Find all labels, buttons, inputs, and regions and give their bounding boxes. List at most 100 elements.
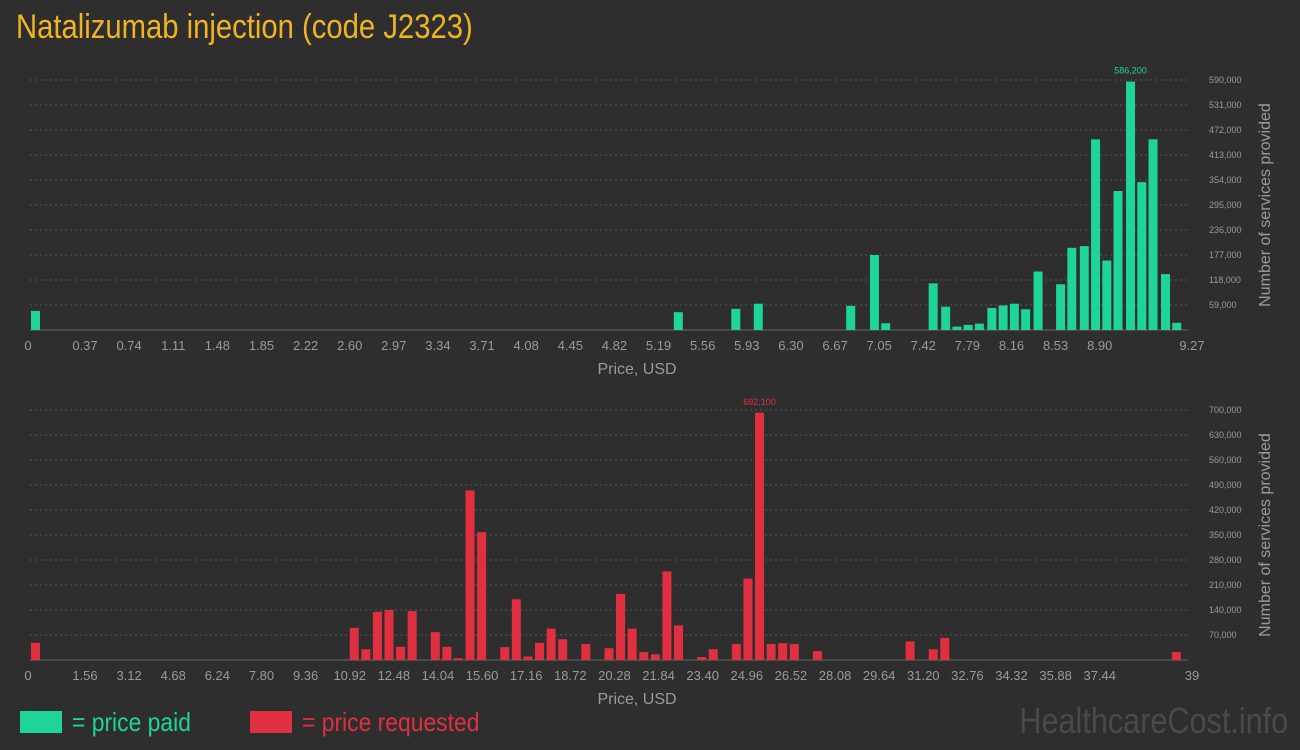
bar-paid — [941, 306, 951, 330]
bar-requested — [430, 632, 440, 660]
bar-requested — [453, 658, 463, 660]
bar-paid — [31, 310, 40, 330]
bar-paid — [846, 305, 856, 330]
bar-requested — [905, 641, 915, 660]
x-tick-label: 24.96 — [731, 668, 764, 683]
bar-paid — [963, 324, 973, 330]
x-tick-label: 10.92 — [333, 668, 366, 683]
bar-paid — [974, 323, 984, 330]
bar-paid — [1161, 274, 1171, 330]
page-title: Natalizumab injection (code J2323) — [16, 8, 473, 46]
x-tick-label: 6.67 — [822, 338, 847, 353]
bar-requested — [755, 412, 765, 660]
x-tick-label: 4.82 — [602, 338, 627, 353]
bar-requested — [31, 642, 40, 660]
y-tick-label: 70,000 — [1209, 630, 1237, 640]
y-tick-label: 236,000 — [1209, 225, 1242, 235]
bar-requested — [766, 643, 776, 660]
x-tick-label: 9.36 — [293, 668, 318, 683]
x-tick-label: 31.20 — [907, 668, 940, 683]
y-axis-label: Number of services provided — [1257, 103, 1274, 307]
x-tick-label: 18.72 — [554, 668, 587, 683]
x-tick-label: 7.05 — [867, 338, 892, 353]
bar-requested — [442, 646, 452, 660]
x-tick-label: 7.42 — [911, 338, 936, 353]
bar-paid — [1056, 284, 1066, 330]
y-tick-label: 140,000 — [1209, 605, 1242, 615]
x-tick-label: 4.08 — [514, 338, 539, 353]
peak-value-label: 692,100 — [743, 397, 776, 407]
x-tick-label: 3.71 — [469, 338, 494, 353]
x-tick-label: 17.16 — [510, 668, 543, 683]
bar-paid — [1033, 271, 1043, 330]
bar-requested — [708, 649, 718, 660]
x-axis-label: Price, USD — [597, 691, 676, 708]
bar-paid — [881, 323, 891, 330]
bar-requested — [639, 652, 649, 660]
x-tick-label: 6.30 — [778, 338, 803, 353]
bar-paid — [1102, 260, 1112, 330]
bar-paid — [1021, 309, 1031, 330]
bar-paid — [998, 305, 1008, 330]
x-tick-label: 37.44 — [1083, 668, 1116, 683]
x-tick-label: 35.88 — [1039, 668, 1072, 683]
bar-paid — [869, 255, 879, 330]
bar-requested — [396, 646, 406, 660]
bar-requested — [558, 639, 568, 660]
bar-paid — [1126, 81, 1136, 330]
y-tick-label: 420,000 — [1209, 505, 1242, 515]
bar-requested — [940, 637, 950, 660]
bar-requested — [384, 610, 394, 660]
x-tick-label: 2.97 — [381, 338, 406, 353]
bar-requested — [361, 649, 371, 660]
x-tick-label: 7.79 — [955, 338, 980, 353]
bar-requested — [465, 490, 475, 660]
bar-requested — [372, 611, 382, 660]
x-tick-label: 4.45 — [558, 338, 583, 353]
x-tick-label: 0 — [24, 668, 31, 683]
x-tick-label: 3.34 — [425, 338, 450, 353]
bar-paid — [731, 308, 741, 330]
bar-requested — [778, 643, 788, 660]
x-tick-label: 9.27 — [1179, 338, 1204, 353]
y-axis-label: Number of services provided — [1257, 433, 1274, 637]
x-tick-label: 23.40 — [686, 668, 719, 683]
y-tick-label: 295,000 — [1209, 200, 1242, 210]
bar-requested — [604, 648, 614, 660]
x-tick-label: 26.52 — [775, 668, 808, 683]
watermark: HealthcareCost.info — [1019, 700, 1288, 741]
bar-requested — [535, 642, 545, 660]
x-tick-label: 0.37 — [72, 338, 97, 353]
x-tick-label: 1.56 — [72, 668, 97, 683]
y-tick-label: 590,000 — [1209, 75, 1242, 85]
x-tick-label: 1.11 — [161, 338, 185, 353]
bar-paid — [1067, 247, 1077, 330]
x-tick-label: 12.48 — [378, 668, 411, 683]
bar-requested — [789, 643, 799, 660]
x-tick-label: 20.28 — [598, 668, 631, 683]
bar-requested — [812, 651, 822, 660]
bar-requested — [928, 649, 938, 660]
x-tick-label: 2.60 — [337, 338, 362, 353]
price-paid-chart: 59,000 118,000 177,000 236,000 295,000 354,00… — [24, 66, 1274, 378]
legend-item-paid: = price paid — [20, 704, 207, 740]
x-axis-label: Price, USD — [597, 361, 676, 378]
x-tick-label: 15.60 — [466, 668, 499, 683]
bar-requested — [523, 656, 533, 660]
x-tick-label: 6.24 — [205, 668, 230, 683]
y-tick-label: 59,000 — [1209, 300, 1237, 310]
y-tick-label: 118,000 — [1209, 275, 1241, 285]
x-tick-label: 7.80 — [249, 668, 274, 683]
bar-paid — [928, 283, 938, 330]
legend-swatch-requested — [250, 711, 292, 733]
x-tick-label: 8.16 — [999, 338, 1024, 353]
legend-label-requested: = price requested — [302, 706, 480, 737]
bar-paid — [1009, 303, 1019, 330]
x-tick-label: 32.76 — [951, 668, 984, 683]
price-requested-chart: 70,000 140,000 210,000 280,000 350,000 420,00… — [24, 397, 1274, 708]
x-tick-label: 5.19 — [646, 338, 671, 353]
x-tick-label: 0 — [24, 338, 31, 353]
bar-requested — [627, 628, 637, 660]
y-tick-label: 350,000 — [1209, 530, 1242, 540]
